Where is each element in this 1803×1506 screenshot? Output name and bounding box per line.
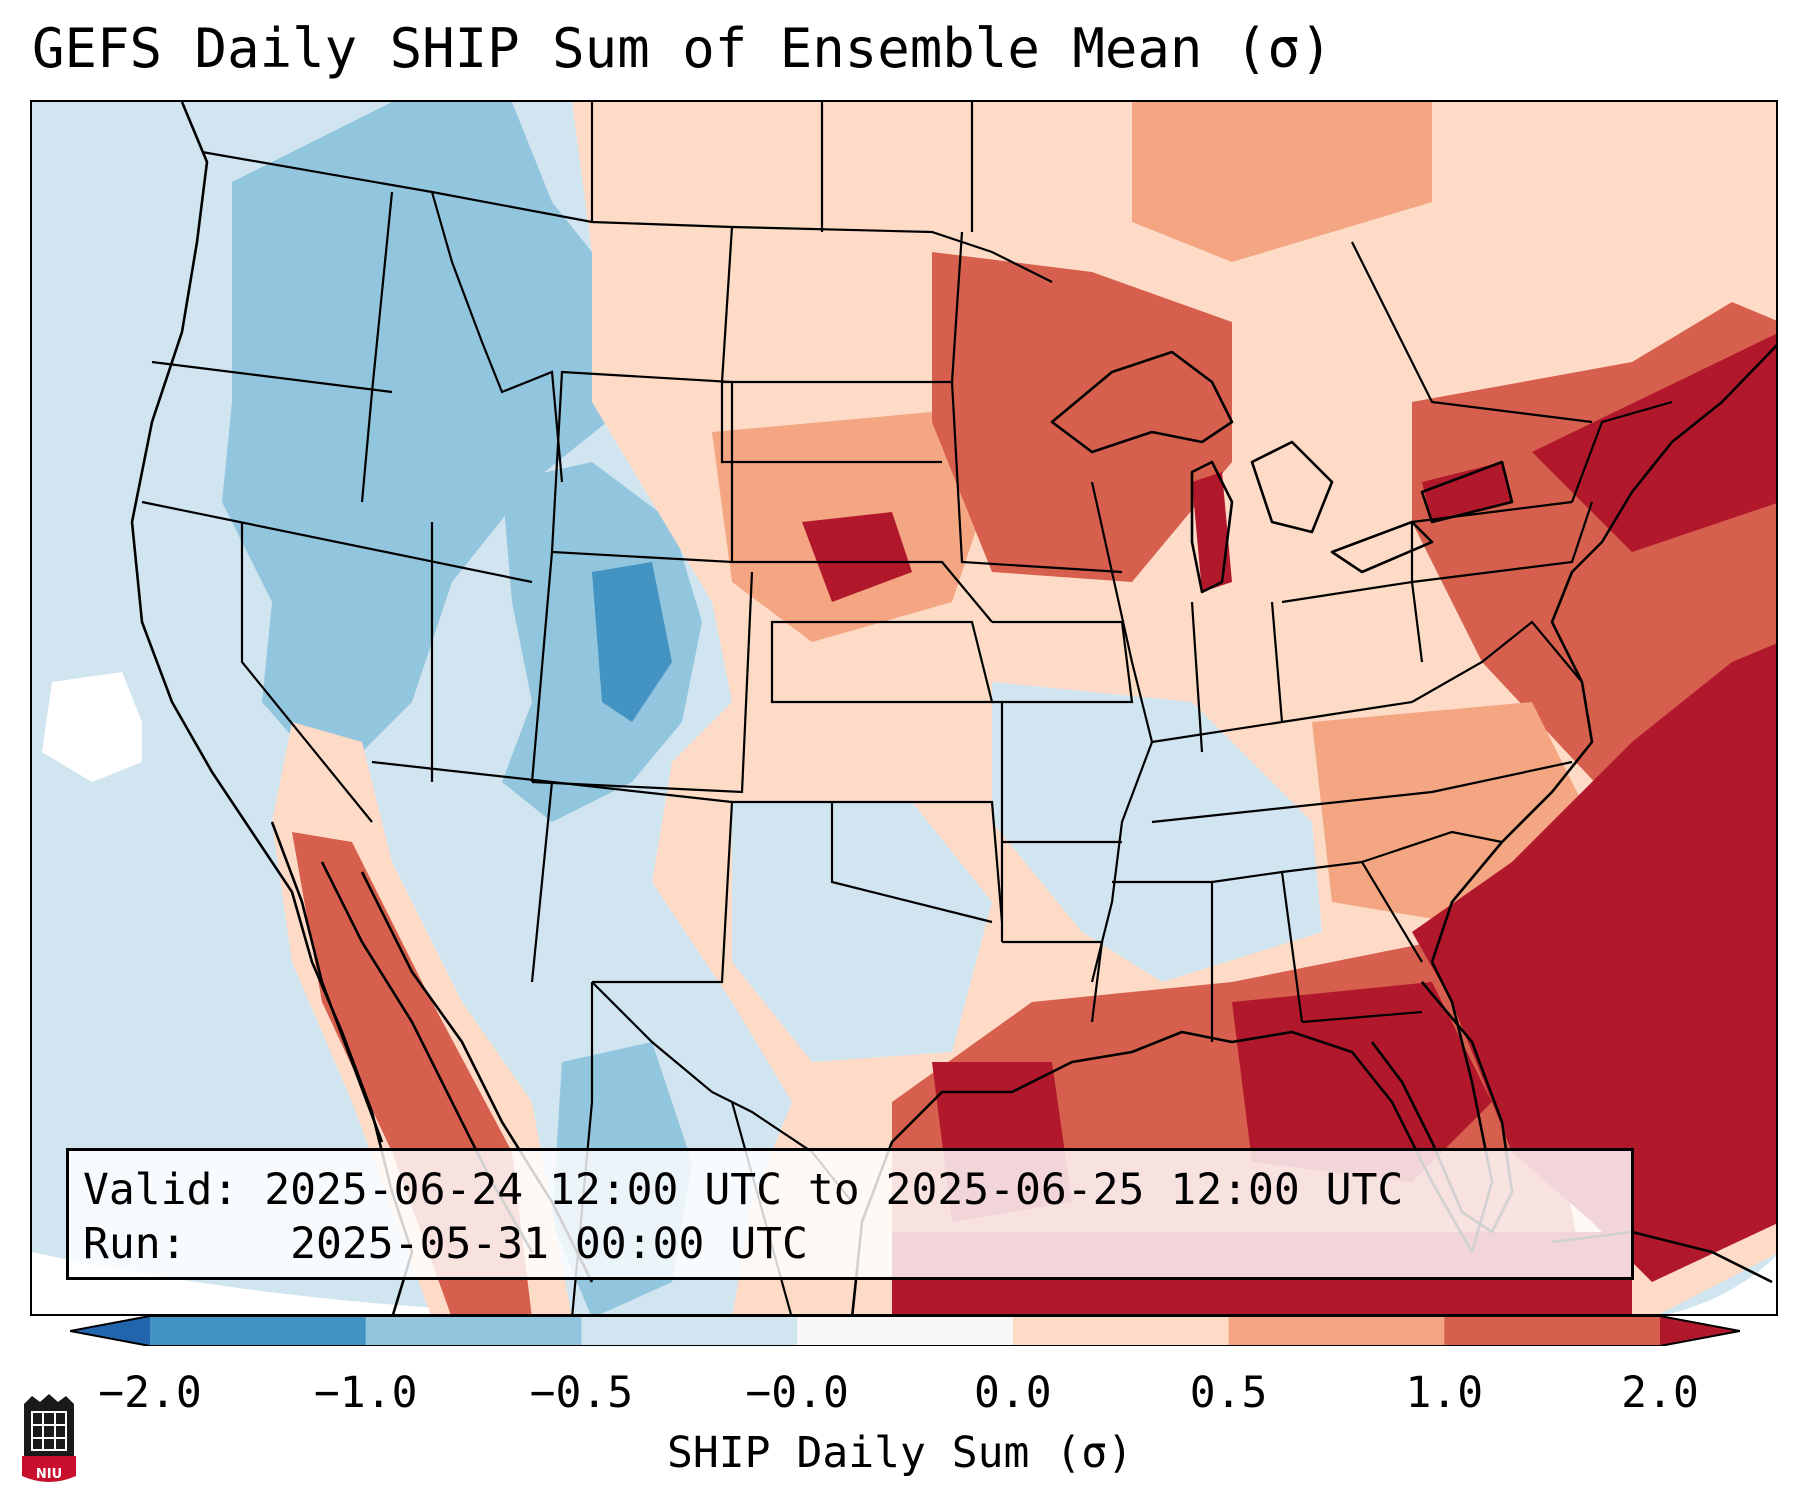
colorbar-tick-label: −0.0 (745, 1368, 849, 1418)
near-zero-patch-pacific (42, 672, 142, 782)
map-panel (30, 100, 1778, 1316)
niu-logo: NIU (20, 1392, 78, 1484)
colorbar-tick-label: −2.0 (98, 1368, 202, 1418)
run-label: Run: (83, 1219, 187, 1269)
valid-label: Valid: (83, 1165, 239, 1215)
colorbar-over-arrow (1660, 1316, 1740, 1346)
map-svg (32, 102, 1776, 1314)
niu-logo-icon (22, 1394, 76, 1482)
anomaly-region-canada-positive (1132, 102, 1432, 262)
valid-time-range: 2025-06-24 12:00 UTC to 2025-06-25 12:00… (264, 1165, 1404, 1215)
colorbar-tick-label: 1.0 (1405, 1368, 1484, 1418)
colorbar-under-arrow (70, 1316, 150, 1346)
colorbar-bin (365, 1316, 582, 1346)
colorbar-bins (150, 1316, 1661, 1346)
domain-edge-lower-right (1669, 1255, 1776, 1314)
colorbar-tick-label: −0.5 (529, 1368, 634, 1418)
domain-edge-lower-left (32, 1252, 542, 1314)
niu-logo-text: NIU (35, 1467, 63, 1482)
chart-title: GEFS Daily SHIP Sum of Ensemble Mean (σ) (32, 17, 1333, 80)
anomaly-region-lake-michigan-strong-positive (1192, 472, 1232, 592)
colorbar-tick-label: −1.0 (313, 1368, 418, 1418)
colorbar-bin (1228, 1316, 1445, 1346)
colorbar-bin (797, 1316, 1014, 1346)
anomaly-region-texas-light-negative (732, 802, 992, 1062)
colorbar-label: SHIP Daily Sum (σ) (667, 1428, 1133, 1478)
anomaly-region-west-negative (222, 102, 632, 782)
anomaly-region-atlantic-strong-positive (1412, 333, 1776, 1282)
colorbar-bin (150, 1316, 367, 1346)
anomaly-region-southeast-negative (992, 682, 1322, 982)
anomaly-region-colorado-strong-negative (592, 562, 672, 722)
colorbar-tick-label: 0.0 (974, 1368, 1052, 1418)
colorbar (70, 1316, 1740, 1346)
colorbar-tick-label: 2.0 (1621, 1368, 1699, 1418)
valid-run-info-box: Valid: 2025-06-24 12:00 UTC to 2025-06-2… (66, 1148, 1634, 1280)
anomaly-region-upper-midwest-positive (932, 252, 1232, 582)
colorbar-bin (581, 1316, 798, 1346)
colorbar-tick-label: 0.5 (1189, 1368, 1268, 1418)
colorbar-bin (1012, 1316, 1230, 1346)
anomaly-region-nebraska-strong-positive (802, 512, 912, 602)
colorbar-bin (1444, 1316, 1661, 1346)
run-time: 2025-05-31 00:00 UTC (290, 1219, 808, 1269)
political-borders (141, 102, 1673, 1314)
